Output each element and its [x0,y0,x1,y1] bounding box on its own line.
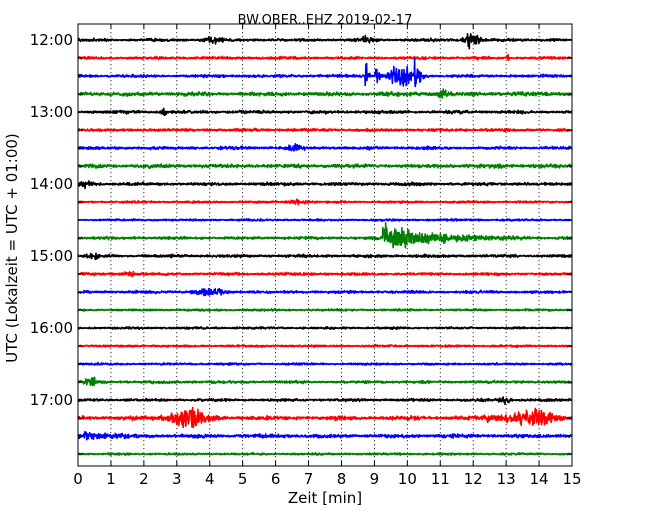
trace-1430 [77,217,573,222]
trace-1730 [77,431,573,441]
trace-1745 [77,451,573,457]
x-tick-label: 3 [172,470,182,488]
trace-1530 [77,287,573,297]
trace-1600 [77,325,573,331]
y-tick-label: 16:00 [30,319,73,337]
trace-1230 [77,57,573,88]
trace-1330 [77,142,573,152]
trace-1445 [77,222,573,249]
y-tick-label: 17:00 [30,391,73,409]
x-tick-label: 4 [205,470,215,488]
trace-1245 [77,88,573,99]
plot-area: 0 1 2 3 4 5 6 7 8 9 10 11 12 13 14 1512:0013:0014:0015:… [30,23,582,488]
trace-1645 [77,376,573,387]
x-tick-label: 7 [304,470,314,488]
x-tick-label: 9 [370,470,380,488]
y-tick-label: 12:00 [30,31,73,49]
trace-1700 [77,396,573,406]
trace-1630 [77,361,573,366]
x-tick-label: 5 [238,470,248,488]
trace-1400 [77,180,573,190]
x-tick-label: 2 [139,470,149,488]
trace-1200 [77,33,573,50]
y-axis-label: UTC (Lokalzeit = UTC + 01:00) [3,133,21,363]
y-tick-label: 13:00 [30,103,73,121]
trace-1415 [77,198,573,206]
y-tick-label: 15:00 [30,247,73,265]
x-tick-label: 11 [431,470,450,488]
trace-1545 [77,307,573,312]
x-tick-label: 13 [497,470,516,488]
chart-title: BW.OBER..EHZ 2019-02-17 [238,13,413,28]
trace-1215 [77,54,573,62]
trace-1300 [77,107,573,117]
trace-1615 [77,344,573,349]
plot-frame [77,23,573,467]
x-tick-label: 0 [73,470,83,488]
trace-1515 [77,270,573,278]
x-tick-label: 12 [464,470,483,488]
x-axis-label: Zeit [min] [288,489,362,507]
y-tick-label: 14:00 [30,175,73,193]
trace-1345 [77,163,573,170]
x-tick-label: 8 [337,470,347,488]
trace-1500 [77,252,573,261]
trace-1315 [77,127,573,133]
x-tick-label: 10 [398,470,417,488]
x-tick-label: 15 [562,470,581,488]
x-tick-label: 6 [271,470,281,488]
trace-1715 [77,406,573,429]
x-tick-label: 14 [530,470,549,488]
x-tick-label: 1 [106,470,116,488]
